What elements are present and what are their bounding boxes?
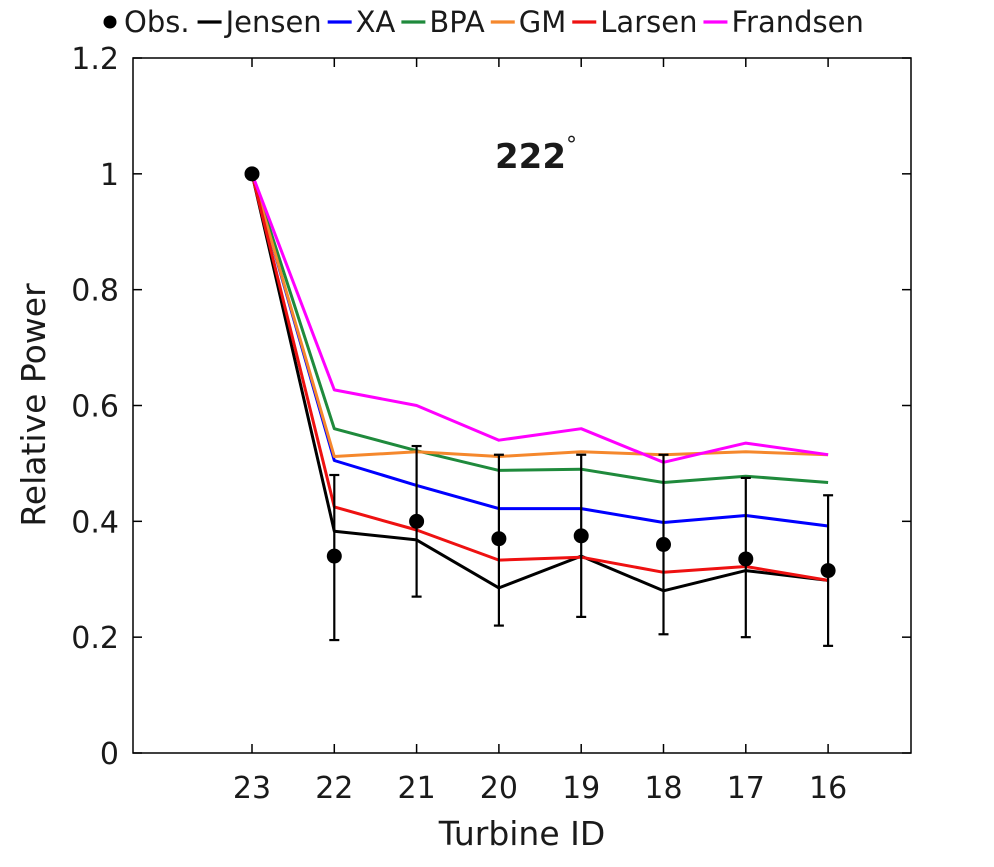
observed-point xyxy=(573,528,589,544)
x-tick-label: 21 xyxy=(398,771,436,806)
observed-point xyxy=(491,531,507,547)
y-tick-label: 0.6 xyxy=(71,390,119,425)
observed-point xyxy=(820,563,836,579)
series-line-larsen xyxy=(250,173,829,582)
x-tick-label: 19 xyxy=(562,771,600,806)
legend-label-jensen: Jensen xyxy=(224,5,322,39)
series-line-frandsen xyxy=(250,173,829,464)
y-tick-label: 1.2 xyxy=(71,42,119,77)
legend-label-gm: GM xyxy=(519,5,567,39)
y-axis-label: Relative Power xyxy=(14,283,53,527)
annotation-value: 222 xyxy=(495,137,566,177)
observed-point xyxy=(738,551,754,567)
annotation-angle: 222° xyxy=(495,133,577,177)
observed-point xyxy=(244,166,260,182)
series-line-gm xyxy=(250,173,829,458)
legend: Obs. Jensen XA BPA GM Larsen Frandsen xyxy=(103,5,864,39)
y-tick-label: 1 xyxy=(100,158,119,193)
x-axis: 23 22 21 20 19 18 17 16 xyxy=(233,58,847,806)
x-tick-label: 23 xyxy=(233,771,271,806)
series-line-jensen xyxy=(250,173,829,593)
x-tick-label: 16 xyxy=(809,771,847,806)
legend-label-xa: XA xyxy=(356,5,396,39)
x-axis-label: Turbine ID xyxy=(438,814,606,853)
legend-label-bpa: BPA xyxy=(429,5,485,39)
y-tick-label: 0.2 xyxy=(71,621,119,656)
series-line-xa xyxy=(250,173,829,528)
legend-label-frandsen: Frandsen xyxy=(731,5,863,39)
y-tick-label: 0.4 xyxy=(71,505,119,540)
legend-marker-obs xyxy=(103,15,117,29)
x-tick-label: 22 xyxy=(315,771,353,806)
x-tick-label: 20 xyxy=(480,771,518,806)
observed-point xyxy=(409,513,425,529)
y-tick-label: 0.8 xyxy=(71,274,119,309)
y-tick-label: 0 xyxy=(100,737,119,772)
annotation-superscript: ° xyxy=(566,133,577,158)
legend-label-obs: Obs. xyxy=(124,5,190,39)
x-tick-label: 18 xyxy=(644,771,682,806)
y-axis: 0 0.2 0.4 0.6 0.8 1 1.2 xyxy=(71,42,911,772)
x-tick-label: 17 xyxy=(727,771,765,806)
observed-point xyxy=(656,537,671,552)
series-lines xyxy=(250,173,829,593)
series-line-bpa xyxy=(250,173,829,484)
observed-point xyxy=(326,548,342,564)
legend-label-larsen: Larsen xyxy=(600,5,697,39)
observed-series xyxy=(244,166,836,647)
